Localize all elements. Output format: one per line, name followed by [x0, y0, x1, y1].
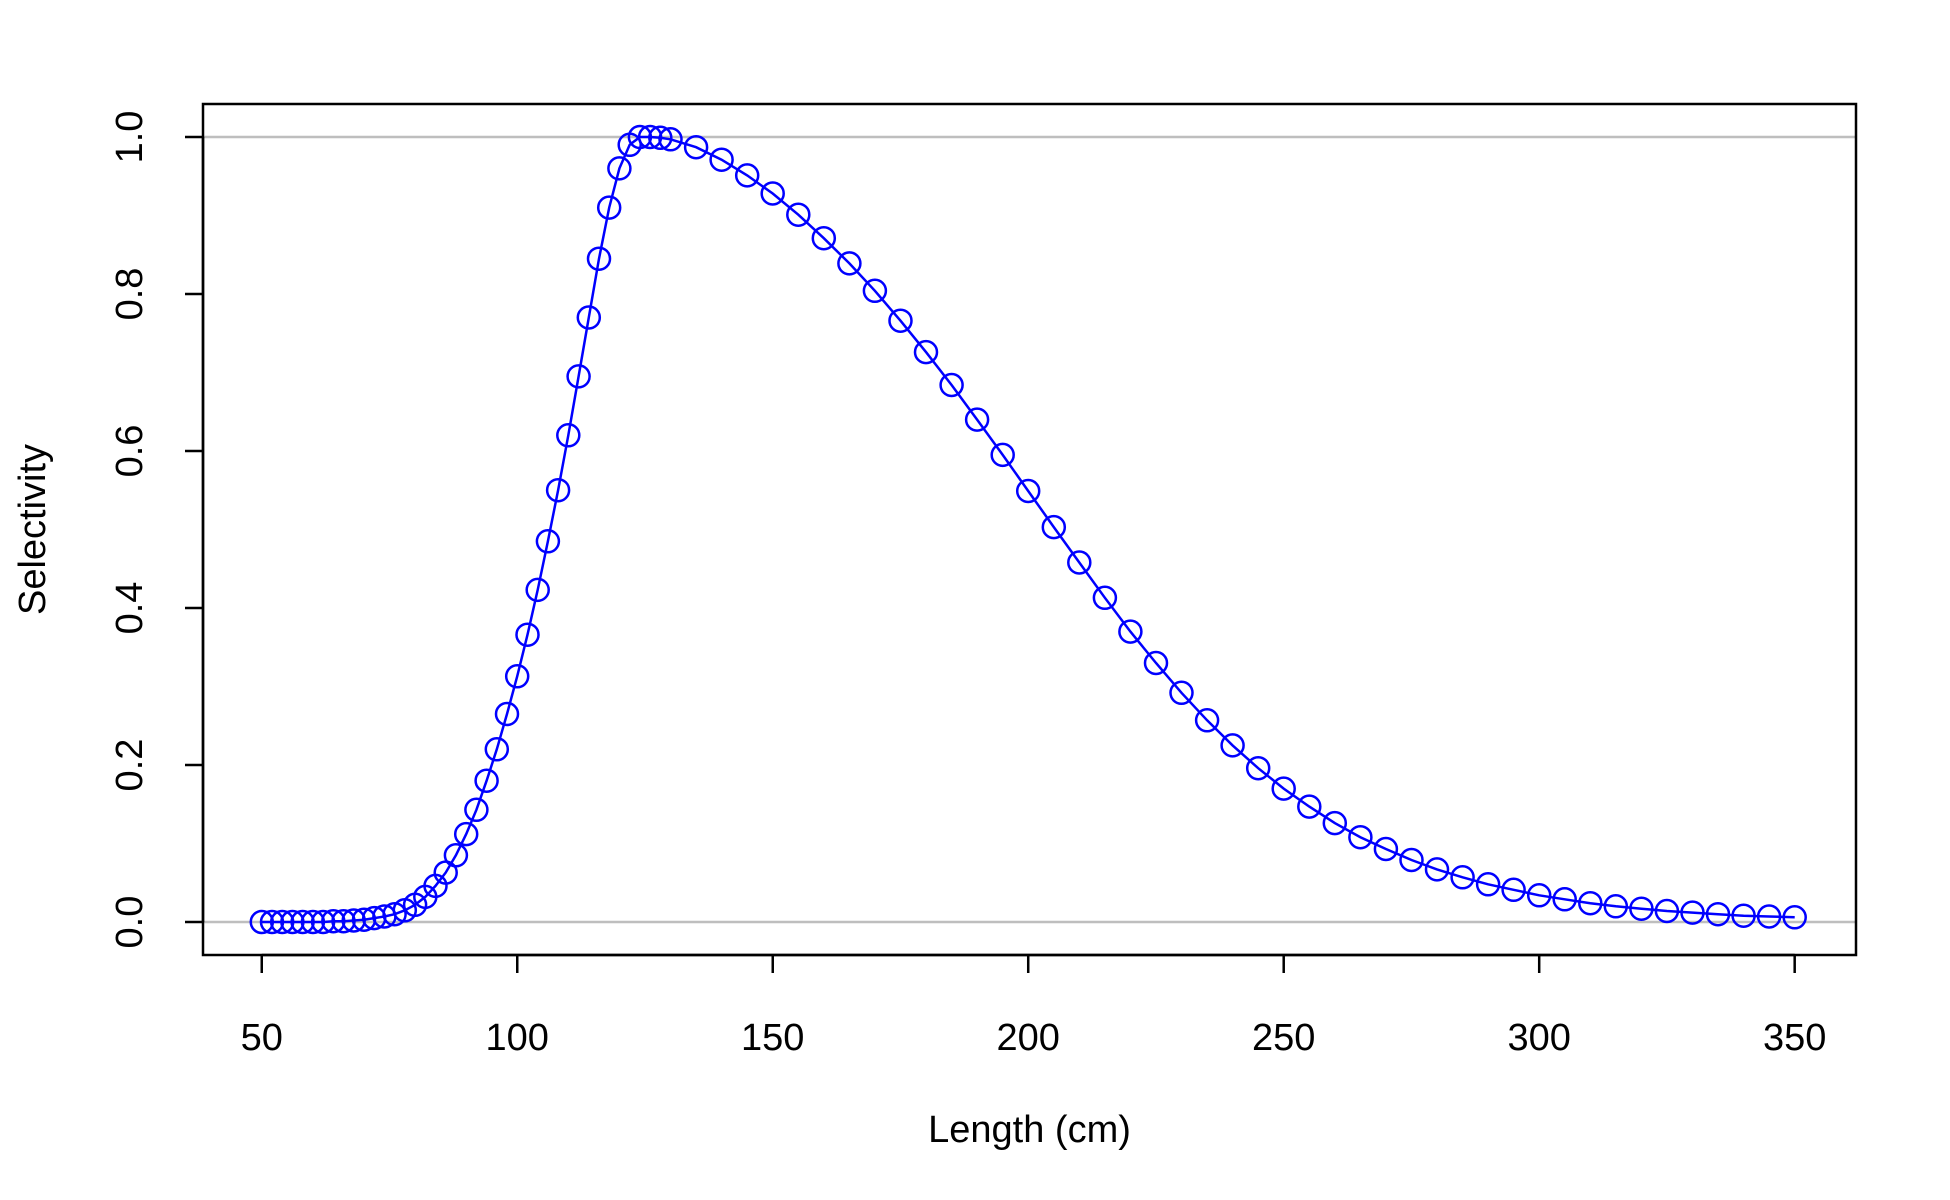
- data-point-27: [525, 577, 550, 603]
- data-point-78: [1629, 896, 1654, 921]
- data-point-38: [637, 124, 663, 150]
- data-point-40: [658, 127, 683, 152]
- data-point-77: [1603, 894, 1629, 919]
- data-point-68: [1373, 836, 1399, 862]
- data-point-55: [1041, 514, 1067, 540]
- x-axis-title: Length (cm): [928, 1109, 1131, 1151]
- data-point-4: [290, 909, 315, 935]
- data-point-72: [1475, 872, 1501, 897]
- x-tick-label-2: 150: [741, 1017, 804, 1059]
- data-point-33: [586, 246, 612, 271]
- data-point-70: [1424, 857, 1450, 882]
- data-point-69: [1399, 847, 1424, 873]
- data-point-3: [280, 909, 305, 935]
- data-point-7: [321, 908, 346, 934]
- data-point-59: [1143, 650, 1169, 676]
- data-point-39: [648, 125, 673, 151]
- data-point-81: [1705, 901, 1731, 927]
- data-point-71: [1450, 865, 1475, 890]
- x-tick-label-4: 250: [1252, 1017, 1315, 1059]
- data-point-73: [1501, 877, 1526, 903]
- data-point-41: [683, 134, 709, 160]
- data-point-83: [1756, 904, 1782, 929]
- data-point-21: [464, 797, 489, 823]
- data-point-74: [1526, 883, 1552, 908]
- data-point-37: [627, 124, 653, 150]
- x-axis: 50 100 150 200 250 300 350: [241, 953, 1826, 1059]
- data-point-32: [576, 305, 602, 330]
- data-point-75: [1552, 887, 1577, 912]
- data-point-80: [1680, 900, 1705, 925]
- x-tick-label-1: 100: [486, 1017, 549, 1059]
- data-point-46: [811, 225, 837, 251]
- data-point-66: [1322, 810, 1348, 836]
- data-point-42: [709, 147, 734, 172]
- data-point-43: [734, 163, 760, 188]
- data-point-63: [1245, 755, 1271, 781]
- data-point-26: [515, 622, 540, 647]
- data-point-5: [300, 909, 326, 935]
- data-point-2: [269, 909, 295, 935]
- data-point-60: [1169, 680, 1194, 706]
- data-point-44: [760, 181, 785, 206]
- series-layer: [249, 124, 1807, 935]
- data-point-8: [331, 908, 356, 934]
- y-tick-label-4: 0.8: [109, 268, 151, 321]
- data-point-19: [443, 843, 469, 868]
- x-tick-label-3: 200: [997, 1017, 1060, 1059]
- reference-lines: [203, 135, 1856, 924]
- data-point-13: [382, 901, 407, 927]
- data-point-79: [1654, 898, 1680, 924]
- data-point-25: [504, 664, 530, 689]
- data-point-61: [1194, 708, 1220, 733]
- data-point-35: [607, 156, 632, 181]
- data-point-6: [310, 909, 336, 935]
- data-point-51: [939, 372, 964, 398]
- data-point-62: [1220, 733, 1245, 758]
- data-point-34: [596, 195, 622, 220]
- data-point-67: [1348, 824, 1373, 850]
- y-axis: 0.0 0.2 0.4 0.6 0.8 1.0: [109, 111, 205, 949]
- data-point-53: [990, 442, 1015, 468]
- data-point-28: [535, 529, 561, 554]
- data-point-50: [913, 339, 939, 365]
- y-tick-label-5: 1.0: [109, 111, 151, 164]
- data-point-64: [1271, 776, 1296, 801]
- data-point-24: [494, 701, 520, 727]
- data-point-31: [566, 364, 591, 389]
- data-point-65: [1297, 794, 1322, 819]
- data-point-56: [1067, 550, 1092, 575]
- data-point-45: [786, 202, 811, 227]
- y-tick-label-3: 0.6: [109, 425, 151, 478]
- y-tick-label-0: 0.0: [109, 896, 151, 949]
- data-point-54: [1015, 478, 1041, 504]
- data-point-57: [1092, 585, 1118, 611]
- y-axis-title: Selectivity: [12, 444, 54, 615]
- data-point-49: [888, 308, 913, 333]
- data-point-76: [1578, 890, 1603, 916]
- data-point-30: [556, 423, 581, 448]
- data-point-0: [249, 909, 275, 935]
- data-point-58: [1118, 619, 1143, 644]
- x-tick-label-6: 350: [1763, 1017, 1826, 1059]
- data-point-84: [1782, 905, 1807, 930]
- data-point-29: [545, 477, 571, 503]
- data-point-1: [259, 909, 285, 935]
- x-tick-label-0: 50: [241, 1017, 283, 1059]
- data-point-82: [1731, 903, 1756, 928]
- data-point-23: [484, 737, 510, 762]
- data-point-22: [474, 768, 499, 793]
- data-point-48: [862, 278, 888, 304]
- data-point-47: [837, 251, 862, 276]
- data-point-52: [964, 407, 990, 432]
- y-tick-label-1: 0.2: [109, 739, 151, 792]
- x-tick-label-5: 300: [1507, 1017, 1570, 1059]
- y-tick-label-2: 0.4: [109, 582, 151, 635]
- data-point-20: [453, 821, 479, 847]
